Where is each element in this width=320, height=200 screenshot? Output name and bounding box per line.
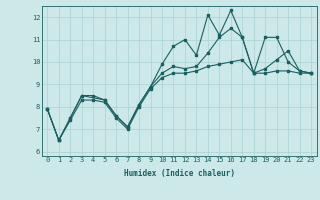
X-axis label: Humidex (Indice chaleur): Humidex (Indice chaleur) xyxy=(124,169,235,178)
